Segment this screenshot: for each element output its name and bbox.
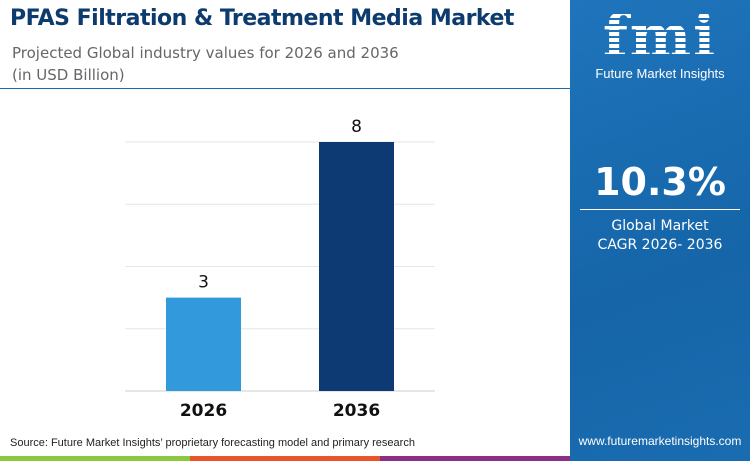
divider	[0, 88, 570, 89]
source-note: Source: Future Market Insights’ propriet…	[10, 437, 415, 449]
data-label: 8	[351, 117, 362, 137]
unit-label: (in USD Billion)	[12, 66, 125, 84]
bar-2036	[319, 142, 394, 391]
strip-purple	[380, 456, 570, 461]
cagr-label-2: CAGR 2026- 2036	[597, 237, 723, 253]
bar-2026	[166, 297, 241, 391]
bar-chart: 3 2026 8 2036	[125, 117, 435, 421]
kpi-divider	[580, 209, 740, 210]
strip-green	[0, 456, 190, 461]
brand-name: Future Market Insights	[595, 66, 725, 81]
subtitle: Projected Global industry values for 202…	[12, 44, 399, 62]
x-tick-label: 2036	[333, 401, 380, 421]
fmi-logo: fmi	[570, 2, 750, 70]
data-label: 3	[198, 273, 209, 293]
strip-orange	[190, 456, 380, 461]
cagr-label-1: Global Market	[611, 218, 709, 234]
website-link[interactable]: www.futuremarketinsights.com	[578, 434, 742, 448]
brand-panel: fmi Future Market Insights 10.3% Global …	[570, 0, 750, 461]
cagr-value: 10.3%	[594, 160, 726, 204]
page-title: PFAS Filtration & Treatment Media Market	[10, 6, 514, 31]
x-tick-label: 2026	[180, 401, 227, 421]
